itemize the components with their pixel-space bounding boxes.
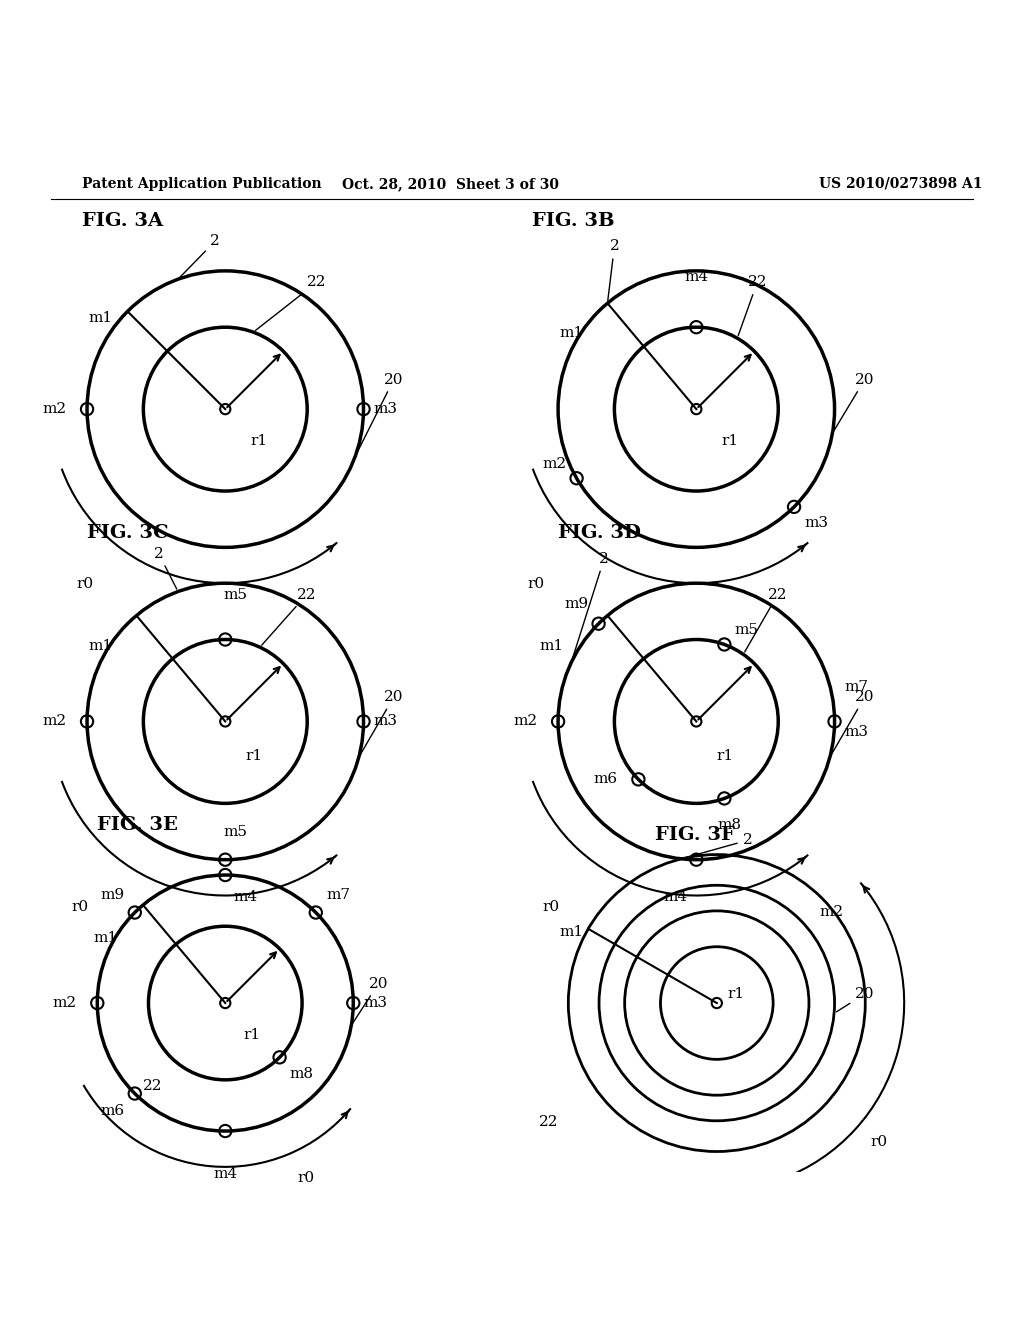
- Text: 2: 2: [154, 546, 177, 589]
- Text: r0: r0: [77, 577, 94, 591]
- Text: 22: 22: [738, 276, 767, 335]
- Text: r0: r0: [72, 900, 89, 913]
- Text: FIG. 3A: FIG. 3A: [82, 213, 163, 230]
- Text: m3: m3: [374, 714, 397, 729]
- Text: 2: 2: [608, 239, 620, 301]
- Text: 22: 22: [262, 587, 316, 645]
- Text: m1: m1: [559, 925, 584, 940]
- Text: r0: r0: [870, 1135, 888, 1150]
- Text: m9: m9: [564, 598, 589, 611]
- Text: m2: m2: [42, 714, 67, 729]
- Text: r1: r1: [727, 987, 744, 1001]
- Text: 2: 2: [681, 833, 753, 859]
- Text: m2: m2: [543, 457, 566, 471]
- Text: 22: 22: [744, 587, 787, 652]
- Text: r0: r0: [543, 900, 560, 913]
- Text: m4: m4: [213, 1167, 238, 1181]
- Text: 22: 22: [539, 1115, 558, 1129]
- Text: m7: m7: [845, 680, 868, 694]
- Text: m2: m2: [52, 997, 77, 1010]
- Text: m2: m2: [513, 714, 538, 729]
- Text: FIG. 3D: FIG. 3D: [558, 524, 641, 543]
- Text: 20: 20: [837, 987, 874, 1012]
- Text: 22: 22: [143, 1078, 163, 1093]
- Text: m1: m1: [559, 326, 584, 341]
- Text: 20: 20: [834, 372, 874, 430]
- Text: 20: 20: [360, 690, 403, 755]
- Text: 2: 2: [571, 552, 609, 660]
- Text: m4: m4: [233, 890, 258, 904]
- Text: m5: m5: [223, 587, 248, 602]
- Text: m8: m8: [290, 1067, 313, 1081]
- Text: FIG. 3E: FIG. 3E: [97, 816, 178, 834]
- Text: m2: m2: [42, 403, 67, 416]
- Text: m1: m1: [539, 639, 563, 653]
- Text: m3: m3: [804, 516, 828, 531]
- Text: m5: m5: [734, 623, 759, 638]
- Text: r1: r1: [717, 750, 734, 763]
- Text: US 2010/0273898 A1: US 2010/0273898 A1: [819, 177, 983, 191]
- Text: FIG. 3F: FIG. 3F: [655, 826, 735, 845]
- Text: r0: r0: [297, 1171, 314, 1185]
- Text: 20: 20: [356, 372, 403, 454]
- Text: m4: m4: [684, 271, 709, 284]
- Text: m2: m2: [819, 906, 844, 919]
- Text: 22: 22: [255, 276, 327, 330]
- Text: m9: m9: [100, 888, 125, 903]
- Text: r1: r1: [251, 434, 268, 447]
- Text: r1: r1: [246, 750, 263, 763]
- Text: m6: m6: [100, 1104, 125, 1118]
- Text: m5: m5: [223, 825, 248, 840]
- Text: Patent Application Publication: Patent Application Publication: [82, 177, 322, 191]
- Text: m6: m6: [594, 772, 617, 787]
- Text: m3: m3: [364, 997, 387, 1010]
- Text: m8: m8: [718, 818, 741, 832]
- Text: 2: 2: [180, 234, 220, 277]
- Text: r1: r1: [244, 1028, 261, 1041]
- Text: r0: r0: [527, 577, 545, 591]
- Text: m1: m1: [88, 312, 113, 325]
- Text: m4: m4: [664, 890, 688, 904]
- Text: FIG. 3B: FIG. 3B: [532, 213, 615, 230]
- Text: m1: m1: [88, 639, 113, 653]
- Text: m3: m3: [845, 725, 868, 739]
- Text: FIG. 3C: FIG. 3C: [87, 524, 169, 543]
- Text: r1: r1: [722, 434, 739, 447]
- Text: m1: m1: [93, 931, 118, 945]
- Text: m3: m3: [374, 403, 397, 416]
- Text: 20: 20: [831, 690, 874, 755]
- Text: 20: 20: [353, 977, 388, 1023]
- Text: Oct. 28, 2010  Sheet 3 of 30: Oct. 28, 2010 Sheet 3 of 30: [342, 177, 559, 191]
- Text: m7: m7: [326, 888, 350, 903]
